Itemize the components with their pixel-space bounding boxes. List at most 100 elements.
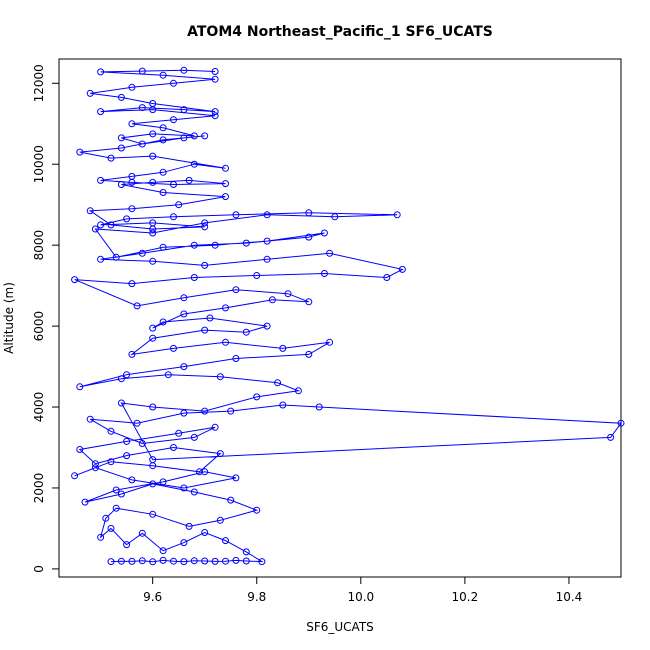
data-point — [159, 556, 167, 564]
data-point — [117, 134, 125, 142]
data-point — [263, 255, 271, 263]
data-point — [107, 221, 115, 229]
data-point — [211, 557, 219, 565]
data-point — [216, 516, 224, 524]
data-point — [180, 484, 188, 492]
data-point — [123, 215, 131, 223]
data-point — [159, 71, 167, 79]
data-point — [138, 67, 146, 75]
data-point — [97, 533, 105, 541]
data-point — [222, 557, 229, 565]
data-point — [326, 338, 334, 346]
data-point — [76, 148, 84, 156]
data-point — [175, 429, 183, 437]
data-point — [180, 363, 188, 371]
data-point — [201, 326, 209, 334]
x-axis: 9.6 9.8 10.0 10.2 10.4 — [143, 576, 582, 604]
data-point — [258, 558, 266, 566]
data-point — [112, 504, 120, 512]
data-point — [222, 537, 229, 545]
data-point — [253, 393, 261, 401]
data-point — [196, 468, 203, 476]
data-point — [227, 407, 235, 415]
data-point — [128, 83, 136, 91]
data-point — [320, 270, 328, 277]
data-point — [112, 253, 120, 261]
data-point — [284, 290, 292, 298]
data-point — [201, 261, 209, 269]
data-point — [107, 458, 115, 466]
data-point — [305, 350, 313, 358]
data-point — [242, 328, 250, 336]
data-point — [211, 108, 219, 116]
data-point — [107, 427, 115, 435]
x-tick-label: 9.8 — [247, 590, 266, 604]
data-point — [201, 223, 209, 231]
data-point — [180, 558, 188, 566]
data-point — [185, 176, 193, 184]
y-axis-label: Altitude (m) — [2, 282, 16, 354]
data-point — [190, 488, 198, 496]
data-point — [149, 456, 157, 464]
data-point — [123, 541, 131, 549]
data-point — [190, 274, 198, 281]
data-point — [149, 324, 157, 332]
data-point — [185, 522, 193, 530]
x-tick-label: 9.6 — [143, 590, 162, 604]
data-point — [86, 415, 94, 423]
data-point — [170, 344, 177, 352]
data-point — [117, 399, 125, 407]
data-point — [81, 498, 89, 506]
data-point — [331, 213, 339, 221]
data-point — [149, 403, 157, 411]
data-point — [149, 257, 157, 265]
data-point — [97, 68, 105, 76]
y-tick-label: 10000 — [32, 145, 46, 183]
data-point — [170, 116, 177, 124]
data-point — [159, 189, 167, 196]
data-point — [253, 272, 261, 279]
data-point — [201, 132, 209, 140]
data-point — [263, 322, 271, 330]
data-point — [138, 140, 146, 148]
data-point — [242, 548, 250, 556]
data-point — [175, 201, 183, 209]
data-point — [201, 219, 209, 227]
data-point — [159, 124, 167, 132]
data-point — [128, 476, 136, 484]
data-point — [86, 207, 94, 215]
data-point — [138, 557, 146, 565]
data-point — [232, 355, 240, 362]
data-point — [117, 490, 125, 498]
data-point — [190, 160, 198, 168]
data-point — [232, 474, 240, 482]
data-point — [201, 557, 209, 565]
y-axis: 0 2000 4000 6000 8000 10000 12000 — [32, 64, 60, 573]
data-point — [180, 134, 188, 142]
data-point — [107, 558, 115, 566]
data-point — [242, 557, 250, 565]
data-point — [149, 229, 157, 237]
data-point — [159, 478, 167, 486]
data-point — [149, 558, 157, 566]
data-point — [211, 241, 219, 249]
data-point — [117, 93, 125, 101]
data-point — [170, 213, 177, 221]
data-point — [76, 383, 84, 391]
data-point — [91, 460, 99, 468]
y-tick-label: 8000 — [32, 230, 46, 261]
data-point — [263, 211, 271, 219]
data-point — [149, 100, 157, 107]
data-point — [383, 274, 391, 281]
data-point — [159, 547, 167, 555]
data-point — [326, 249, 334, 257]
data-point — [102, 514, 110, 522]
data-point — [97, 255, 105, 263]
data-point — [180, 310, 188, 318]
data-point — [180, 539, 188, 547]
data-point — [274, 379, 282, 387]
data-point — [117, 375, 125, 383]
chart-title: ATOM4 Northeast_Pacific_1 SF6_UCATS — [187, 24, 493, 40]
